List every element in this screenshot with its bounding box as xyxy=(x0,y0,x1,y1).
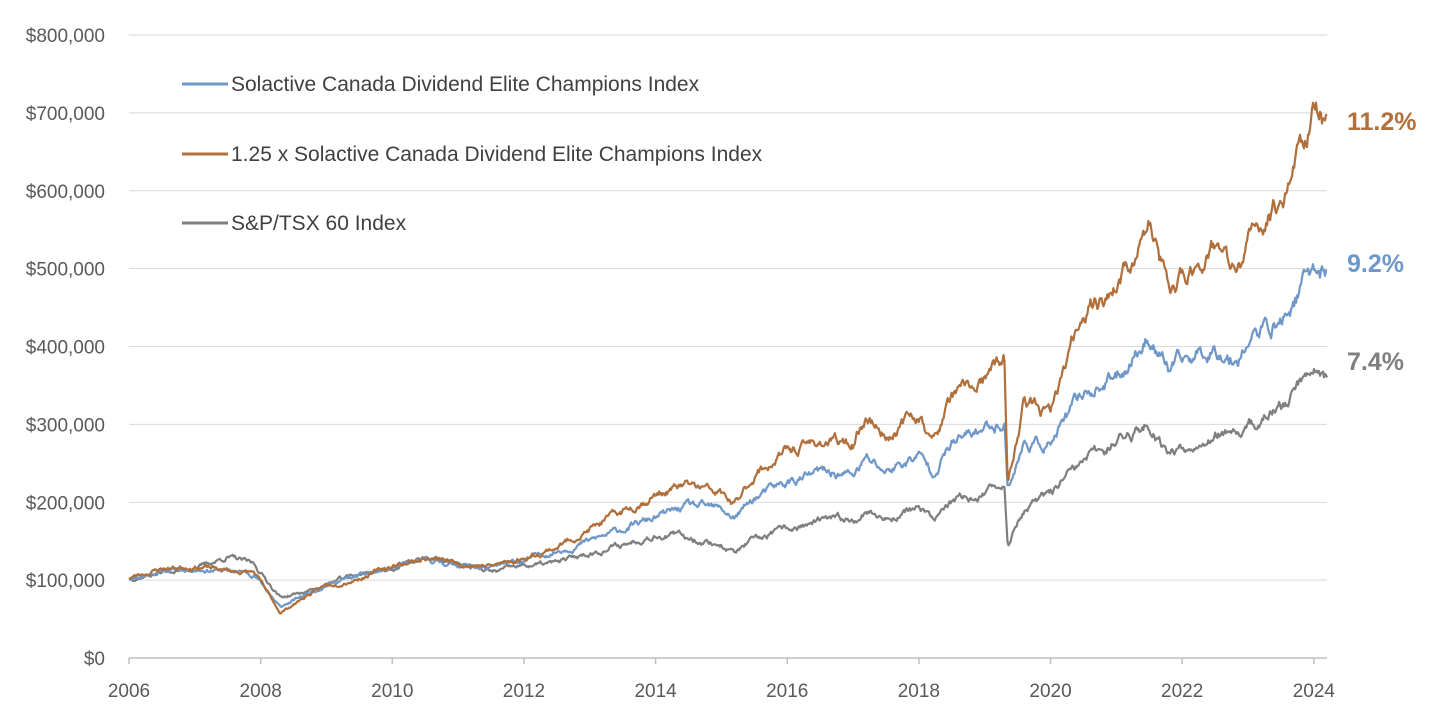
y-tick-label: $300,000 xyxy=(26,415,105,436)
x-tick-label: 2010 xyxy=(371,681,413,702)
y-tick-label: $0 xyxy=(84,649,105,670)
legend-label: S&P/TSX 60 Index xyxy=(231,212,407,235)
x-axis: 2006 2008 2010 2012 2014 2016 2018 2020 2022 2024 xyxy=(108,657,1336,702)
end-labels: 9.2% 11.2% 7.4% xyxy=(1347,108,1417,376)
x-tick-label: 2008 xyxy=(240,681,282,702)
end-value-label: 7.4% xyxy=(1347,348,1404,376)
end-value-label: 9.2% xyxy=(1347,250,1404,278)
legend-label: Solactive Canada Dividend Elite Champion… xyxy=(231,73,700,96)
y-tick-label: $500,000 xyxy=(26,260,105,281)
y-tick-label: $200,000 xyxy=(26,493,105,514)
series-line xyxy=(128,263,1328,608)
x-tick-label: 2022 xyxy=(1161,681,1203,702)
x-tick-label: 2020 xyxy=(1029,681,1071,702)
y-axis-ticks: $0 $100,000 $200,000 $300,000 $400,000 $500,0… xyxy=(26,26,105,670)
y-tick-label: $600,000 xyxy=(26,182,105,203)
y-tick-label: $100,000 xyxy=(26,571,105,592)
y-tick-label: $700,000 xyxy=(26,104,105,125)
gridlines xyxy=(129,34,1327,581)
end-value-label: 11.2% xyxy=(1347,108,1417,136)
x-tick-label: 2006 xyxy=(108,681,150,702)
x-tick-label: 2014 xyxy=(634,681,677,702)
x-tick-label: 2016 xyxy=(766,681,808,702)
x-tick-label: 2012 xyxy=(503,681,545,702)
series-lines xyxy=(128,101,1329,615)
y-tick-label: $400,000 xyxy=(26,338,105,359)
legend-label: 1.25 x Solactive Canada Dividend Elite C… xyxy=(231,143,763,166)
x-tick-label: 2018 xyxy=(898,681,940,702)
series-line xyxy=(128,367,1329,599)
x-tick-label: 2024 xyxy=(1293,681,1336,702)
series-line xyxy=(128,101,1328,615)
y-tick-label: $800,000 xyxy=(26,26,105,47)
legend: Solactive Canada Dividend Elite Champion… xyxy=(182,73,763,235)
